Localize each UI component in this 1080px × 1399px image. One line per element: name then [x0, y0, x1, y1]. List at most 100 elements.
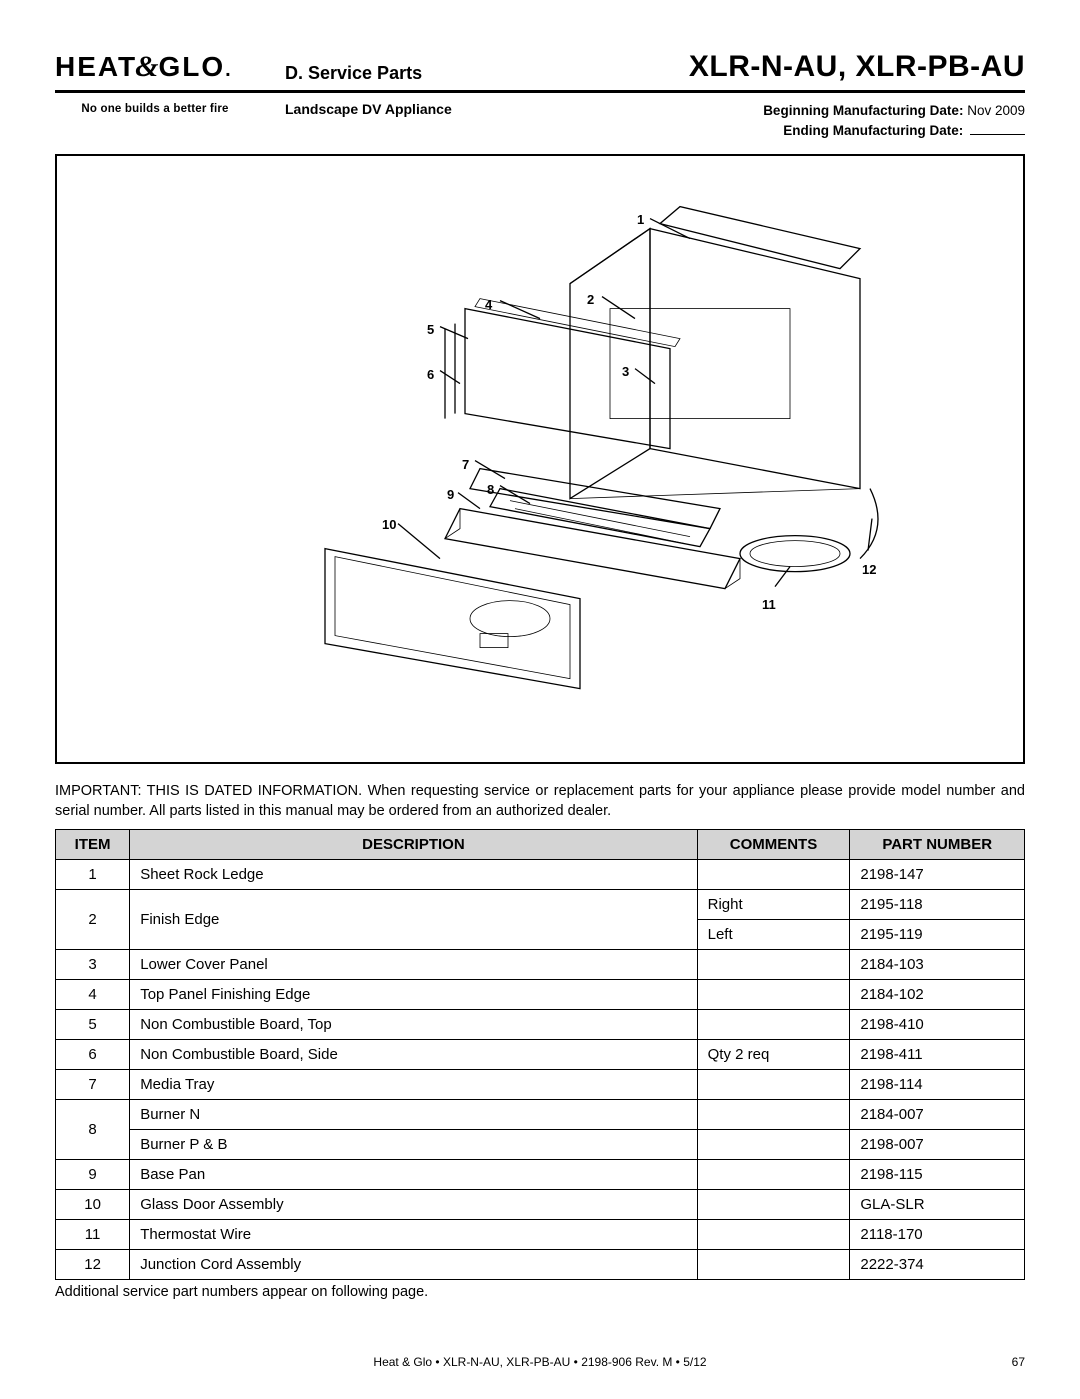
cell-pn: GLA-SLR — [850, 1190, 1025, 1220]
mfg-begin-label: Beginning Manufacturing Date: — [763, 103, 963, 118]
cell-item: 12 — [56, 1250, 130, 1280]
diagram-callout: 2 — [587, 292, 594, 307]
tagline-block: No one builds a better fire — [55, 101, 285, 140]
table-header-row: ITEM DESCRIPTION COMMENTS PART NUMBER — [56, 830, 1025, 860]
header: HEAT & GLO . D. Service Parts XLR-N-AU, … — [55, 50, 1025, 93]
mfg-begin-value: Nov 2009 — [967, 103, 1025, 118]
cell-item: 7 — [56, 1070, 130, 1100]
page-number: 67 — [985, 1355, 1025, 1369]
cell-desc: Base Pan — [130, 1160, 697, 1190]
cell-comm — [697, 1010, 850, 1040]
cell-comm — [697, 860, 850, 890]
logo-block: HEAT & GLO . — [55, 50, 285, 84]
cell-desc: Sheet Rock Ledge — [130, 860, 697, 890]
cell-item: 11 — [56, 1220, 130, 1250]
cell-item: 8 — [56, 1100, 130, 1160]
cell-pn: 2118-170 — [850, 1220, 1025, 1250]
cell-desc: Glass Door Assembly — [130, 1190, 697, 1220]
col-comments: COMMENTS — [697, 830, 850, 860]
cell-pn: 2184-007 — [850, 1100, 1025, 1130]
diagram-callout: 12 — [862, 562, 876, 577]
cell-desc: Non Combustible Board, Top — [130, 1010, 697, 1040]
table-row: 7Media Tray2198-114 — [56, 1070, 1025, 1100]
model-title: XLR-N-AU, XLR-PB-AU — [575, 50, 1025, 84]
cell-comm — [697, 1220, 850, 1250]
logo-ampersand: & — [135, 50, 160, 84]
table-row: 2Finish EdgeRight2195-118 — [56, 890, 1025, 920]
table-row: 12Junction Cord Assembly2222-374 — [56, 1250, 1025, 1280]
cell-pn: 2198-410 — [850, 1010, 1025, 1040]
cell-desc: Top Panel Finishing Edge — [130, 980, 697, 1010]
col-item: ITEM — [56, 830, 130, 860]
cell-item: 5 — [56, 1010, 130, 1040]
table-row: 4Top Panel Finishing Edge 2184-102 — [56, 980, 1025, 1010]
cell-desc: Media Tray — [130, 1070, 697, 1100]
cell-item: 10 — [56, 1190, 130, 1220]
parts-table: ITEM DESCRIPTION COMMENTS PART NUMBER 1S… — [55, 829, 1025, 1280]
cell-comm: Qty 2 req — [697, 1040, 850, 1070]
diagram-callout: 3 — [622, 364, 629, 379]
diagram-callout: 7 — [462, 457, 469, 472]
diagram-callout: 9 — [447, 487, 454, 502]
cell-desc: Non Combustible Board, Side — [130, 1040, 697, 1070]
cell-pn: 2184-103 — [850, 950, 1025, 980]
footer-spacer — [55, 1355, 95, 1369]
table-row: Burner P & B 2198-007 — [56, 1130, 1025, 1160]
subheader: No one builds a better fire Landscape DV… — [55, 101, 1025, 140]
table-row: 3Lower Cover Panel2184-103 — [56, 950, 1025, 980]
cell-pn: 2198-115 — [850, 1160, 1025, 1190]
page-footer: Heat & Glo • XLR-N-AU, XLR-PB-AU • 2198-… — [55, 1355, 1025, 1369]
cell-pn: 2184-102 — [850, 980, 1025, 1010]
cell-comm — [697, 1250, 850, 1280]
cell-comm — [697, 1160, 850, 1190]
mfg-end: Ending Manufacturing Date: — [575, 121, 1025, 141]
table-row: 11Thermostat Wire2118-170 — [56, 1220, 1025, 1250]
cell-pn: 2195-118 — [850, 890, 1025, 920]
diagram-callout: 11 — [762, 597, 776, 612]
logo-dot: . — [225, 59, 233, 82]
diagram-callout: 8 — [487, 482, 494, 497]
diagram-callout: 5 — [427, 322, 434, 337]
mfg-begin: Beginning Manufacturing Date: Nov 2009 — [575, 101, 1025, 121]
cell-item: 3 — [56, 950, 130, 980]
diagram-callout: 6 — [427, 367, 434, 382]
model-title-block: XLR-N-AU, XLR-PB-AU — [575, 50, 1025, 84]
cell-desc: Burner N — [130, 1100, 697, 1130]
logo-right: GLO — [159, 51, 226, 83]
diagram-callout: 10 — [382, 517, 396, 532]
cell-comm — [697, 980, 850, 1010]
brand-tagline: No one builds a better fire — [55, 103, 255, 115]
exploded-diagram: 123456789101112 — [55, 154, 1025, 764]
cell-pn: 2198-007 — [850, 1130, 1025, 1160]
diagram-callout: 4 — [485, 297, 492, 312]
diagram-callout: 1 — [637, 212, 644, 227]
appliance-sketch — [180, 189, 900, 709]
table-row: 1Sheet Rock Ledge 2198-147 — [56, 860, 1025, 890]
cell-pn: 2195-119 — [850, 920, 1025, 950]
cell-comm: Right — [697, 890, 850, 920]
cell-pn: 2198-147 — [850, 860, 1025, 890]
section-title: D. Service Parts — [285, 63, 575, 84]
mfg-dates: Beginning Manufacturing Date: Nov 2009 E… — [575, 101, 1025, 140]
cell-comm — [697, 1190, 850, 1220]
cell-desc: Burner P & B — [130, 1130, 697, 1160]
cell-desc: Finish Edge — [130, 890, 697, 950]
cell-comm — [697, 950, 850, 980]
logo-left: HEAT — [55, 51, 137, 83]
cell-item: 1 — [56, 860, 130, 890]
cell-item: 6 — [56, 1040, 130, 1070]
brand-logo: HEAT & GLO . — [55, 50, 285, 84]
appliance-subtitle: Landscape DV Appliance — [285, 101, 575, 140]
cell-pn: 2222-374 — [850, 1250, 1025, 1280]
cell-item: 9 — [56, 1160, 130, 1190]
cell-item: 4 — [56, 980, 130, 1010]
col-part-number: PART NUMBER — [850, 830, 1025, 860]
cell-pn: 2198-411 — [850, 1040, 1025, 1070]
cell-comm — [697, 1130, 850, 1160]
footer-text: Heat & Glo • XLR-N-AU, XLR-PB-AU • 2198-… — [95, 1355, 985, 1369]
col-description: DESCRIPTION — [130, 830, 697, 860]
section-title-block: D. Service Parts — [285, 63, 575, 84]
table-row: 10Glass Door Assembly GLA-SLR — [56, 1190, 1025, 1220]
table-row: 6Non Combustible Board, SideQty 2 req219… — [56, 1040, 1025, 1070]
cell-comm — [697, 1100, 850, 1130]
